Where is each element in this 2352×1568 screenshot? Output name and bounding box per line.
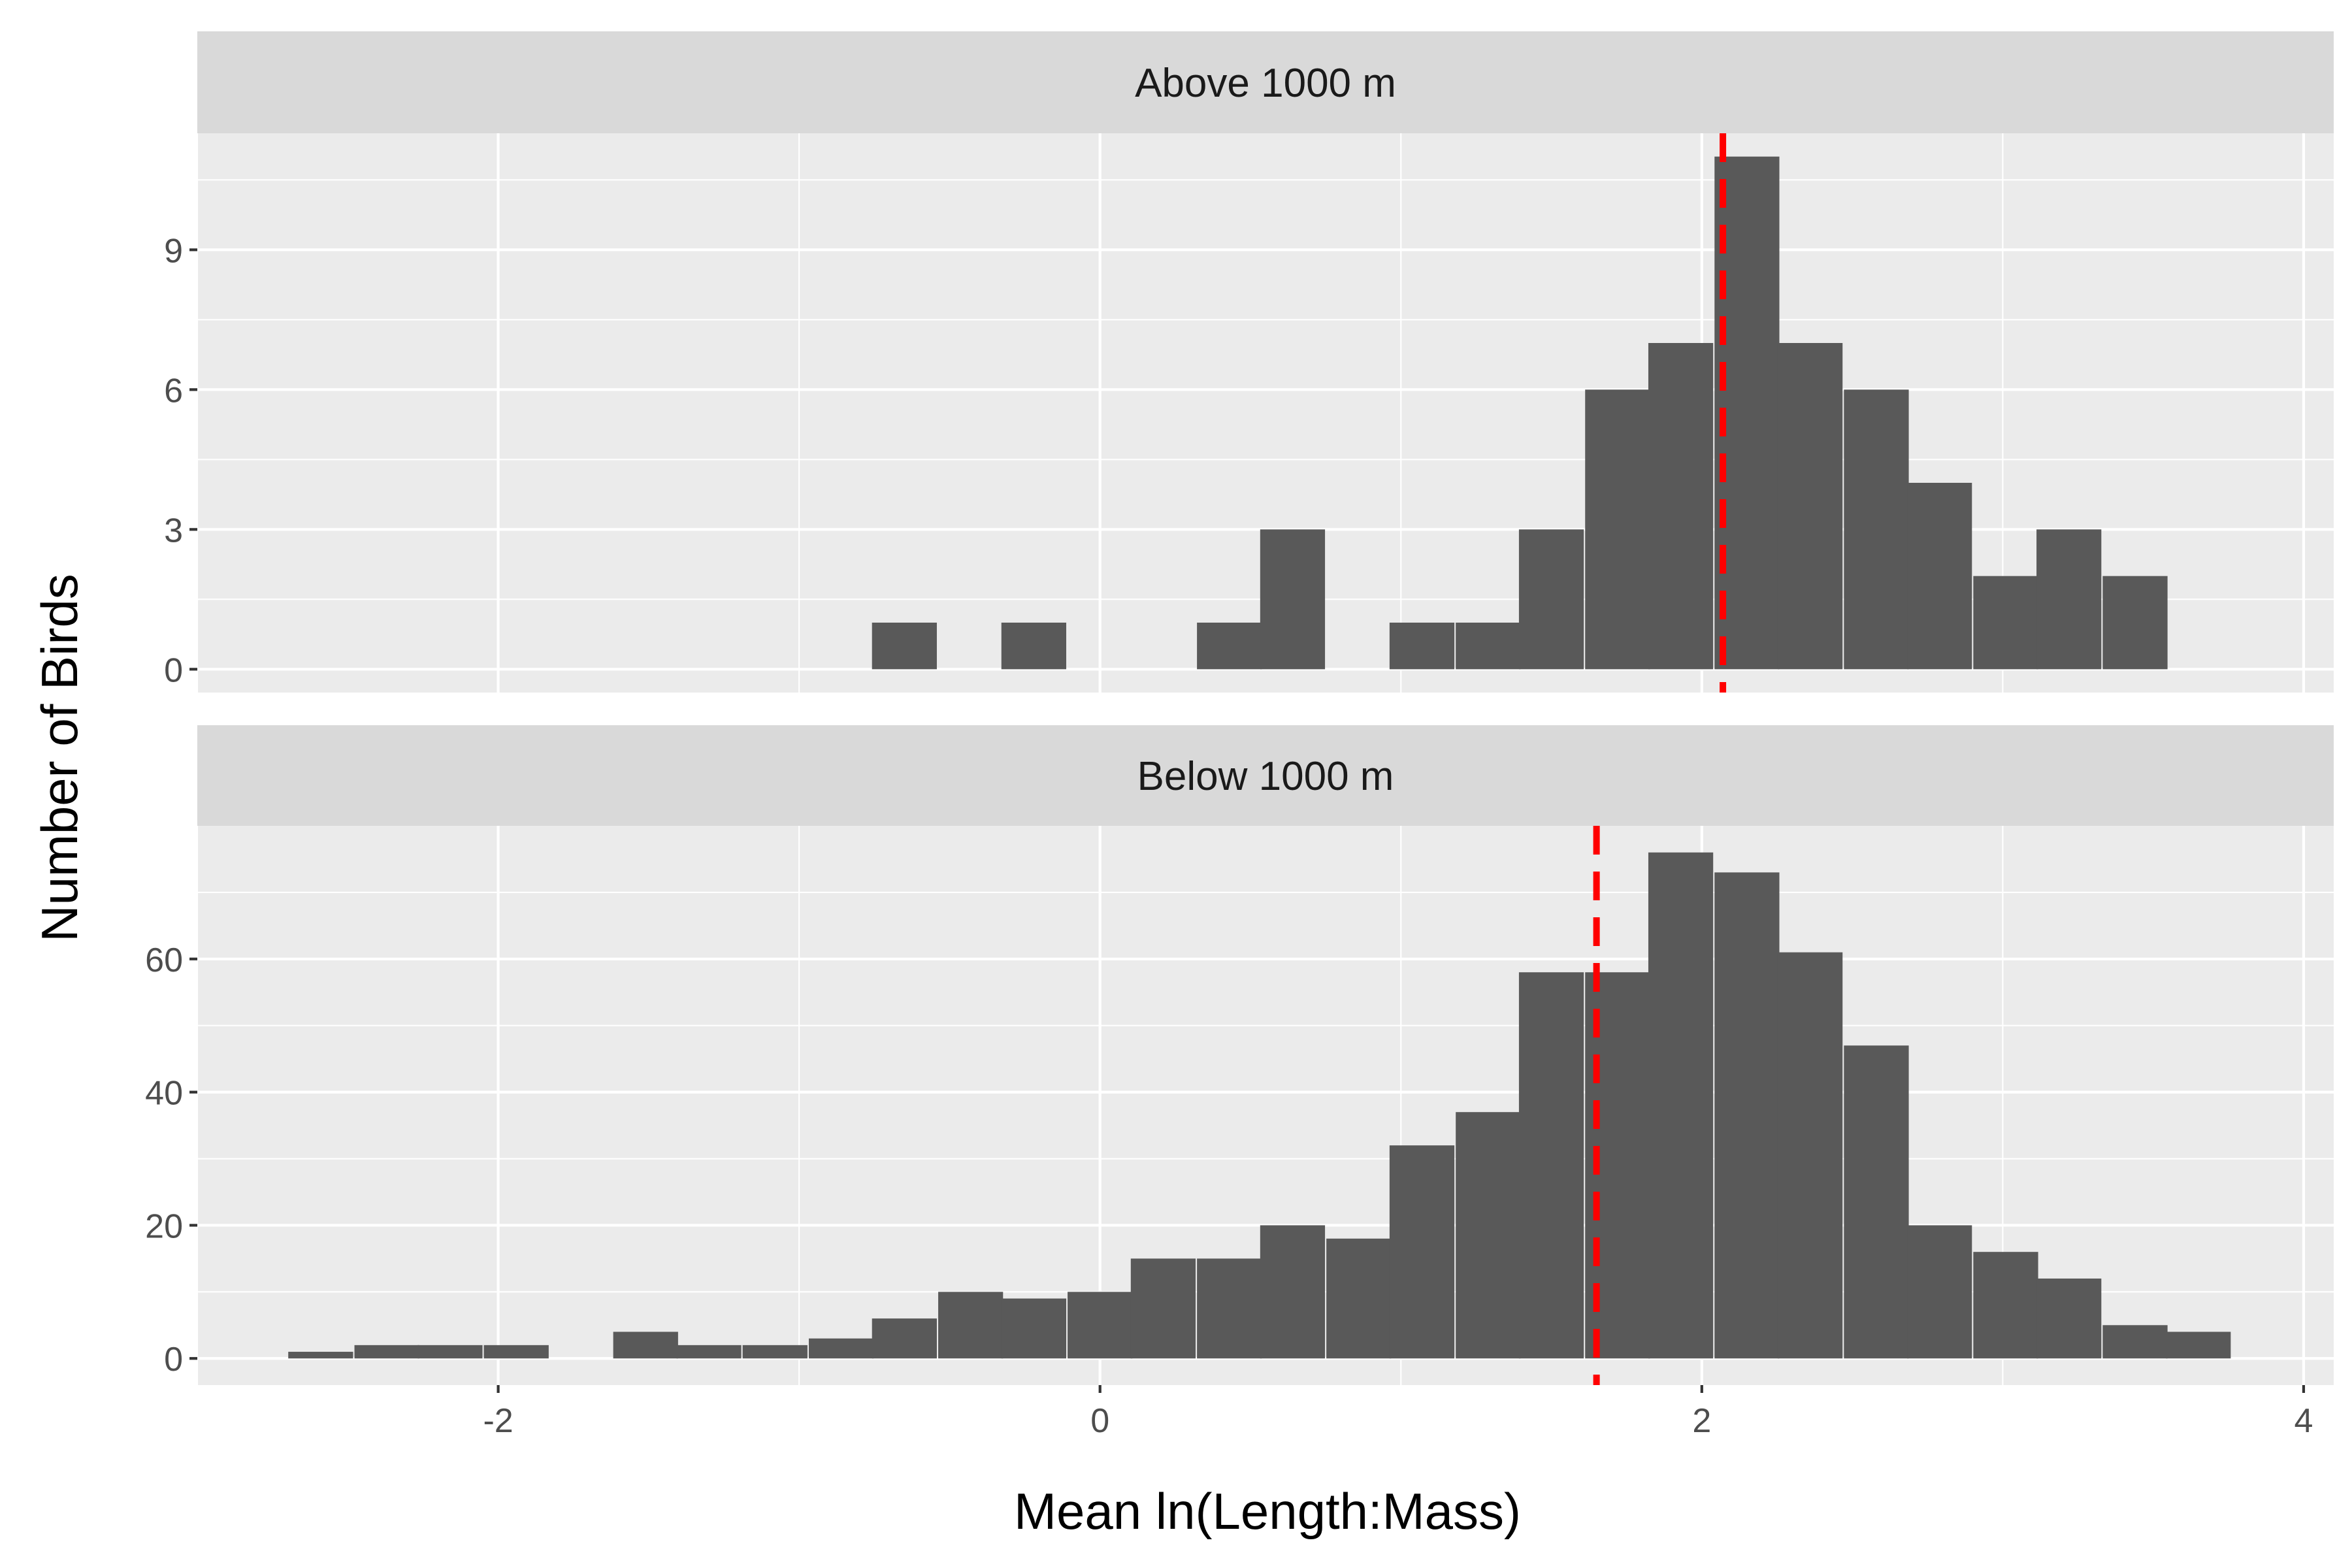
histogram-bar	[1777, 952, 1843, 1359]
histogram-bar	[1001, 623, 1066, 670]
facet-panel-1: Above 1000 m 0 3 6 9	[164, 31, 2334, 693]
histogram-bar	[1326, 1238, 1392, 1359]
histogram-bar	[1714, 872, 1780, 1359]
histogram-bar	[1389, 623, 1455, 670]
histogram-bar	[483, 1345, 549, 1359]
histogram-bar	[613, 1331, 678, 1359]
histogram-bar	[1456, 623, 1521, 670]
histogram-bar	[288, 1352, 353, 1359]
histogram-bar	[2036, 1278, 2102, 1359]
y-tick-label: 20	[145, 1207, 183, 1245]
histogram-bar	[1456, 1112, 1521, 1359]
facet-strip	[197, 31, 2334, 133]
histogram-bar	[1001, 1298, 1066, 1359]
histogram-bar	[742, 1345, 808, 1359]
x-axis-title: Mean ln(Length:Mass)	[1014, 1482, 1521, 1540]
histogram-bar	[872, 1318, 937, 1359]
histogram-bar	[1585, 389, 1650, 670]
y-tick-label: 60	[145, 941, 183, 979]
histogram-bar	[1260, 1225, 1326, 1359]
histogram-bar	[1844, 389, 1909, 670]
histogram-bar	[676, 1345, 742, 1359]
histogram-bar	[1518, 972, 1584, 1359]
histogram-bar	[1260, 529, 1326, 670]
histogram-bar	[1518, 529, 1584, 670]
histogram-bar	[2102, 576, 2168, 670]
x-tick-label: 4	[2294, 1402, 2313, 1440]
histogram-bar	[2102, 1325, 2168, 1359]
y-tick-label: 9	[164, 232, 183, 270]
y-tick-label: 3	[164, 512, 183, 549]
y-axis-title: Number of Birds	[31, 574, 88, 942]
histogram-bar	[872, 623, 937, 670]
facet-strip	[197, 725, 2334, 826]
histogram-bar	[1197, 623, 1262, 670]
histogram-bar	[1973, 576, 2038, 670]
histogram-bar	[1907, 1225, 1972, 1359]
histogram-bar	[1844, 1045, 1909, 1359]
y-tick-label: 0	[164, 1341, 183, 1379]
facet-strip-label: Above 1000 m	[1135, 61, 1396, 106]
histogram-bar	[1197, 1258, 1262, 1359]
histogram-bar	[1648, 852, 1714, 1359]
histogram-bar	[1389, 1145, 1455, 1359]
histogram-bar	[1777, 343, 1843, 670]
histogram-bar	[417, 1345, 483, 1359]
histogram-bar	[1068, 1292, 1133, 1359]
histogram-bar	[1648, 343, 1714, 670]
histogram-bar	[2036, 529, 2102, 670]
x-tick-label: -2	[483, 1402, 513, 1440]
facet-strip-label: Below 1000 m	[1137, 754, 1394, 799]
y-tick-label: 40	[145, 1075, 183, 1113]
facet-panel-2: Below 1000 m 0 20 40 60 -2 0 2 4	[145, 725, 2334, 1440]
x-tick-label: 2	[1692, 1402, 1711, 1440]
histogram-bar	[938, 1292, 1004, 1359]
histogram-bar	[354, 1345, 419, 1359]
x-tick-label: 0	[1090, 1402, 1109, 1440]
y-tick-label: 0	[164, 651, 183, 689]
histogram-bar	[1907, 483, 1972, 670]
histogram-bar	[1973, 1252, 2038, 1359]
histogram-bar	[2166, 1331, 2231, 1359]
histogram-bar	[808, 1338, 874, 1359]
y-tick-label: 6	[164, 372, 183, 410]
histogram-bar	[1130, 1258, 1196, 1359]
